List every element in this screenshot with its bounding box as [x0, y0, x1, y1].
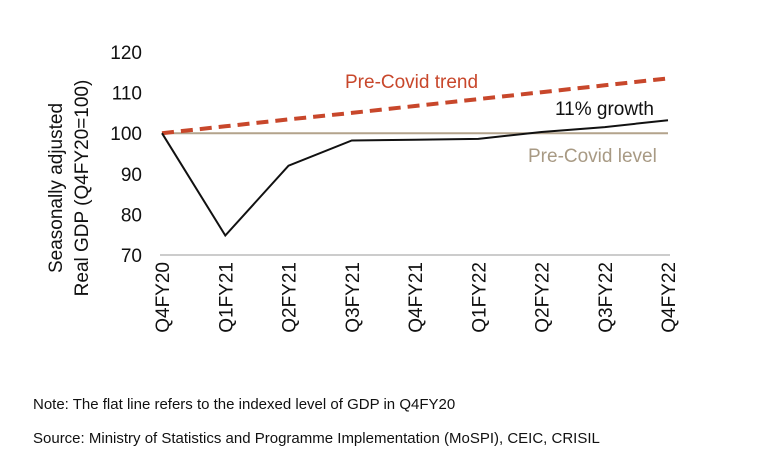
x-tick-label: Q4FY21: [406, 262, 427, 333]
chart-source: Source: Ministry of Statistics and Progr…: [33, 430, 600, 447]
series-line: [161, 119, 669, 238]
x-tick-label: Q4FY20: [153, 262, 174, 333]
y-tick-label: 110: [112, 84, 142, 105]
x-tick-label: Q3FY21: [343, 262, 364, 333]
chart-note: Note: The flat line refers to the indexe…: [33, 396, 456, 413]
x-tick-label: Q1FY21: [216, 262, 237, 333]
y-tick-label: 100: [110, 124, 142, 145]
y-tick-label: 120: [110, 43, 142, 64]
series-labels: Pre-Covid trend 11% growth Pre-Covid lev…: [345, 72, 657, 167]
y-axis-title-line1: Seasonally adjusted: [46, 103, 67, 273]
label-pre-covid-level: Pre-Covid level: [528, 146, 657, 167]
y-axis-title-line2: Real GDP (Q4FY20=100): [72, 80, 93, 297]
x-tick-label: Q2FY22: [533, 262, 554, 333]
y-tick-label: 70: [121, 246, 142, 267]
y-tick-label: 90: [121, 165, 142, 186]
label-pre-covid-trend: Pre-Covid trend: [345, 72, 478, 93]
gdp-line-chart: Seasonally adjusted Real GDP (Q4FY20=100…: [46, 43, 680, 333]
x-tick-label: Q3FY22: [596, 262, 617, 333]
label-11-growth: 11% growth: [555, 99, 654, 120]
y-tick-labels: 70 80 90 100 110 120: [110, 43, 142, 267]
y-axis-title: Seasonally adjusted Real GDP (Q4FY20=100…: [46, 80, 93, 297]
series-lines: [161, 76, 669, 238]
x-tick-labels: Q4FY20 Q1FY21 Q2FY21 Q3FY21 Q4FY21 Q1FY22 Q2FY…: [153, 262, 680, 333]
series-line: [161, 76, 669, 136]
x-tick-label: Q1FY22: [469, 262, 490, 333]
x-tick-label: Q2FY21: [280, 262, 301, 333]
y-tick-label: 80: [121, 205, 142, 226]
x-tick-label: Q4FY22: [659, 262, 680, 333]
